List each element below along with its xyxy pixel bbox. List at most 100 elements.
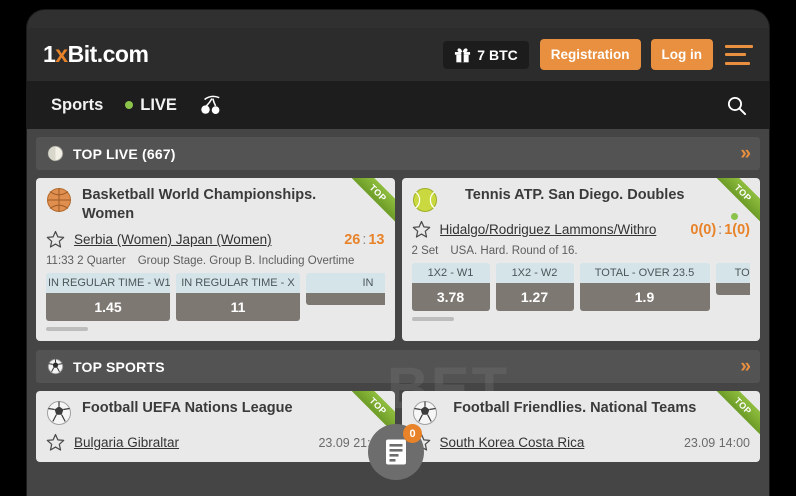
- login-button[interactable]: Log in: [650, 39, 713, 70]
- match-time: 11:33 2 Quarter: [46, 255, 126, 268]
- bets-scrollbar-thumb[interactable]: [46, 327, 88, 332]
- nav-item-live[interactable]: LIVE: [125, 96, 177, 115]
- teams-row: Serbia (Women) Japan (Women) 26:13: [46, 230, 385, 249]
- bets-scrollbar-track[interactable]: [411, 317, 751, 321]
- bet-cell[interactable]: 1X2 - W2 1.27: [495, 263, 574, 311]
- score-separator: :: [362, 231, 367, 248]
- betslip-count-badge: 0: [403, 424, 422, 443]
- burger-line-1: [725, 44, 753, 48]
- site-header: 1xBit.com 7 BTC Registration Log in: [27, 28, 769, 81]
- logo-x: x: [55, 41, 68, 67]
- match-info: Group Stage. Group B. Including Overtime: [137, 255, 355, 268]
- favorite-star-icon[interactable]: [46, 433, 65, 452]
- burger-line-2: [725, 53, 746, 56]
- match-score: 0(0):1(0): [690, 212, 750, 238]
- cherry-icon: [201, 95, 220, 114]
- bet-cell[interactable]: IN REGULAR TIME - X 11: [176, 273, 300, 322]
- bet-label: IN REGULAR TIME - X: [176, 273, 300, 294]
- bet-label: TOTAL - OVER 23.5: [579, 263, 710, 283]
- bet-odd-button[interactable]: [306, 293, 385, 306]
- bet-odd-button[interactable]: 1.45: [46, 293, 170, 322]
- bet-cell[interactable]: TOTAL - OVER 23.5 1.9: [579, 263, 710, 311]
- frame-top-bar: [27, 10, 769, 28]
- bets-strip: IN REGULAR TIME - W1 1.45 IN REGULAR TIM…: [46, 273, 385, 322]
- serve-indicator-dot: [731, 212, 738, 220]
- tennis-icon: [412, 188, 437, 212]
- bonus-chip[interactable]: 7 BTC: [443, 40, 529, 69]
- match-title: Football Friendlies. National Teams: [453, 400, 697, 417]
- teams-row: Bulgaria Gibraltar 23.09 21:45: [46, 433, 385, 452]
- section-expand-icon[interactable]: »: [740, 356, 750, 378]
- favorite-star-icon[interactable]: [412, 220, 431, 239]
- bet-odd-button[interactable]: 11: [176, 293, 300, 322]
- basketball-icon: [47, 188, 71, 212]
- match-card-basketball[interactable]: TOP Basketball World Championships. Wome…: [36, 178, 395, 342]
- live-circle-icon: [47, 145, 64, 162]
- bet-cell[interactable]: IN REGULAR TIME - W1 1.45: [46, 273, 170, 322]
- betslip-floating-button[interactable]: 0: [368, 424, 424, 480]
- team-names[interactable]: South Korea Costa Rica: [439, 435, 585, 451]
- match-meta-row: 11:33 2 Quarter Group Stage. Group B. In…: [46, 255, 385, 267]
- bet-label: 1X2 - W2: [495, 263, 574, 283]
- football-icon: [47, 358, 64, 375]
- score-home: 26: [344, 231, 361, 248]
- teams-row: Hidalgo/Rodriguez Lammons/Withro 0(0):1(…: [412, 212, 750, 239]
- match-title: Tennis ATP. San Diego. Doubles: [465, 187, 685, 203]
- bet-odd-button[interactable]: 3.78: [411, 283, 490, 311]
- card-title-row: Tennis ATP. San Diego. Doubles: [412, 186, 751, 213]
- bonus-amount: 7 BTC: [477, 46, 518, 63]
- live-card-row: TOP Basketball World Championships. Wome…: [36, 178, 760, 342]
- favorite-star-icon[interactable]: [46, 230, 65, 249]
- gift-icon: [455, 47, 471, 62]
- bets-strip: 1X2 - W1 3.78 1X2 - W2 1.27 TOTAL - OVER…: [411, 263, 750, 311]
- logo-prefix: 1: [43, 41, 56, 67]
- bet-odd-button[interactable]: [715, 283, 750, 295]
- match-time: 2 Set: [411, 245, 439, 257]
- nav-live-label: LIVE: [140, 95, 177, 114]
- primary-nav: Sports LIVE: [27, 81, 769, 129]
- match-title: Basketball World Championships. Women: [82, 187, 317, 222]
- match-card-tennis[interactable]: TOP Tennis ATP. San Diego. Doubles: [401, 178, 760, 342]
- score-away: 1(0): [724, 221, 750, 238]
- bets-scrollbar-track[interactable]: [46, 327, 385, 332]
- site-logo[interactable]: 1xBit.com: [43, 41, 149, 68]
- bet-cell[interactable]: 1X2 - W1 3.78: [411, 263, 490, 311]
- content-area: BET TOP LIVE (667) » TOP: [27, 129, 769, 496]
- registration-button[interactable]: Registration: [539, 39, 641, 70]
- device-frame: 1xBit.com 7 BTC Registration Log in: [27, 10, 769, 496]
- live-status-dot: [125, 101, 134, 109]
- nav-item-sports[interactable]: Sports: [51, 96, 103, 115]
- sports-card-row: TOP Football UEFA Nations League: [36, 391, 760, 463]
- betslip-list-icon: [386, 439, 406, 465]
- bet-label: IN: [306, 273, 385, 294]
- match-card-football-1[interactable]: TOP Football UEFA Nations League: [36, 391, 395, 463]
- nav-item-casino[interactable]: [199, 94, 223, 116]
- match-score: 26:13: [344, 232, 384, 248]
- match-datetime: 23.09 14:00: [683, 435, 750, 450]
- team-names[interactable]: Serbia (Women) Japan (Women): [74, 232, 272, 248]
- teams-row: South Korea Costa Rica 23.09 14:00: [412, 433, 750, 452]
- bet-odd-button[interactable]: 1.27: [495, 283, 574, 311]
- nav-sports-label: Sports: [51, 95, 104, 114]
- bet-cell[interactable]: IN: [306, 273, 385, 321]
- match-card-football-2[interactable]: TOP Football Friendlies. National Teams: [401, 391, 760, 463]
- team-names[interactable]: Hidalgo/Rodriguez Lammons/Withro: [439, 222, 657, 237]
- score-home: 0(0): [690, 221, 717, 238]
- card-title-row: Football UEFA Nations League: [46, 399, 385, 426]
- section-header-top-sports[interactable]: TOP SPORTS »: [36, 350, 760, 384]
- bet-label: TOT: [715, 263, 750, 283]
- hamburger-menu-icon[interactable]: [725, 44, 753, 65]
- search-icon[interactable]: [726, 95, 747, 116]
- section-expand-icon[interactable]: »: [740, 143, 750, 164]
- football-icon: [412, 401, 437, 426]
- bet-odd-button[interactable]: 1.9: [579, 283, 710, 311]
- score-separator: :: [718, 221, 723, 238]
- bet-cell[interactable]: TOT: [715, 263, 750, 311]
- logo-suffix: Bit.com: [67, 41, 149, 67]
- bets-scrollbar-thumb[interactable]: [411, 317, 454, 321]
- section-header-top-live[interactable]: TOP LIVE (667) »: [36, 137, 760, 170]
- bet-label: IN REGULAR TIME - W1: [46, 273, 170, 294]
- team-names[interactable]: Bulgaria Gibraltar: [74, 435, 180, 451]
- match-meta-row: 2 Set USA. Hard. Round of 16.: [412, 245, 751, 257]
